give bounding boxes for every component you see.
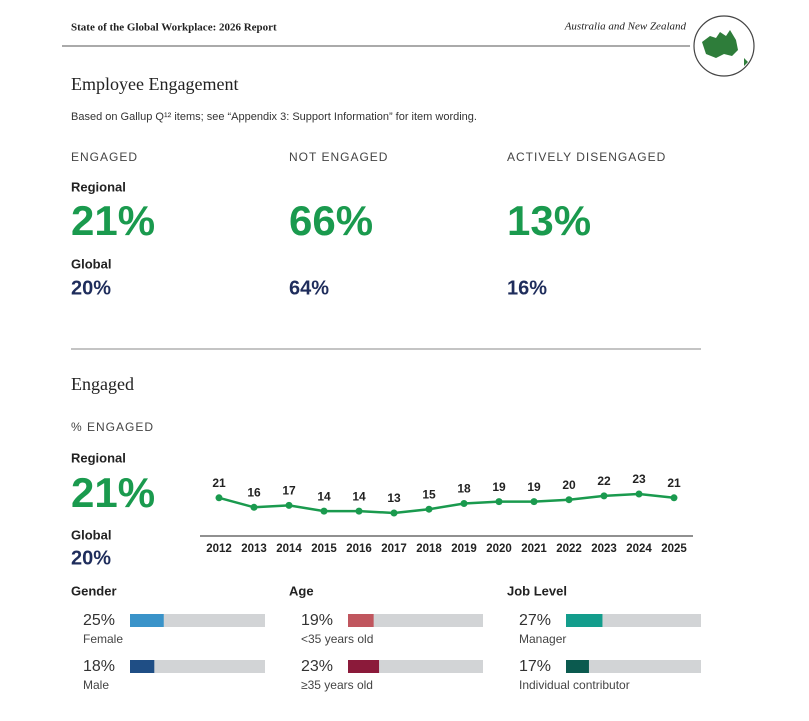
bar-track: [130, 660, 265, 673]
header-title: State of the Global Workplace: 2026 Repo…: [71, 22, 277, 34]
data-label: 18: [457, 482, 471, 496]
section-title: Engaged: [71, 374, 134, 394]
line: [218, 492, 675, 515]
item-value: 27%: [519, 612, 551, 629]
note: Based on Gallup Q¹² items; see “Appendix…: [71, 111, 477, 123]
point: [635, 490, 643, 498]
x-tick-label: 2023: [591, 543, 617, 555]
item-name: Male: [83, 678, 109, 692]
point: [215, 494, 223, 502]
bar: [348, 660, 380, 673]
regional-value: 21%: [71, 197, 155, 244]
regional-value: 66%: [289, 197, 373, 244]
data-label: 14: [317, 489, 331, 503]
point: [565, 496, 573, 504]
regional-value: 13%: [507, 197, 591, 244]
point: [425, 505, 433, 513]
breakdown-title: Job Level: [507, 583, 567, 598]
x-tick-label: 2013: [241, 543, 267, 555]
global-value: 64%: [289, 277, 329, 299]
bar: [130, 614, 164, 627]
x-tick-label: 2012: [206, 543, 232, 555]
bar: [566, 660, 589, 673]
x-tick-label: 2024: [626, 543, 652, 555]
header-region: Australia and New Zealand: [564, 21, 687, 33]
breakdown-title: Gender: [71, 583, 117, 598]
global-label: Global: [71, 256, 111, 271]
point: [460, 500, 468, 507]
column-label: ENGAGED: [71, 150, 138, 164]
item-name: ≥35 years old: [301, 678, 373, 692]
x-tick-label: 2019: [451, 543, 477, 555]
item-name: Female: [83, 632, 123, 646]
bar: [348, 614, 374, 627]
data-label: 17: [282, 484, 296, 498]
column-label: NOT ENGAGED: [289, 150, 388, 164]
data-label: 22: [597, 474, 611, 488]
point: [495, 498, 503, 506]
regional-value: 21%: [71, 469, 155, 516]
x-tick-label: 2017: [381, 543, 407, 555]
x-tick-label: 2025: [661, 543, 687, 555]
item-name: Manager: [519, 632, 566, 646]
global-label: Global: [71, 527, 111, 542]
data-label: 19: [492, 480, 506, 494]
x-tick-label: 2021: [521, 543, 547, 555]
x-tick-label: 2015: [311, 543, 337, 555]
data-label: 21: [667, 476, 681, 490]
point: [355, 507, 363, 515]
item-value: 19%: [301, 612, 333, 629]
global-value: 16%: [507, 277, 547, 299]
region-map-icon: [693, 15, 755, 77]
point: [390, 509, 398, 517]
breakdown-title: Age: [289, 583, 314, 598]
x-tick-label: 2014: [276, 543, 302, 555]
bar-track: [348, 614, 483, 627]
bar-track: [566, 660, 701, 673]
data-label: 14: [352, 489, 366, 503]
bar: [566, 614, 603, 627]
data-label: 15: [422, 487, 436, 501]
column-label: ACTIVELY DISENGAGED: [507, 150, 666, 164]
data-label: 16: [247, 485, 261, 499]
data-label: 13: [387, 491, 401, 505]
item-value: 23%: [301, 658, 333, 675]
data-label: 20: [562, 478, 576, 492]
point: [320, 507, 328, 515]
data-label: 19: [527, 480, 541, 494]
x-tick-label: 2018: [416, 543, 442, 555]
item-name: <35 years old: [301, 632, 373, 646]
x-tick-label: 2016: [346, 543, 372, 555]
item-value: 25%: [83, 612, 115, 629]
point: [530, 498, 538, 506]
x-tick-label: 2022: [556, 543, 582, 555]
point: [670, 494, 678, 502]
regional-label: Regional: [71, 450, 126, 465]
regional-label: Regional: [71, 179, 126, 194]
x-tick-label: 2020: [486, 543, 512, 555]
subtitle: % ENGAGED: [71, 420, 154, 434]
item-name: Individual contributor: [519, 678, 630, 692]
item-value: 18%: [83, 658, 115, 675]
item-value: 17%: [519, 658, 551, 675]
global-value: 20%: [71, 277, 111, 299]
data-label: 23: [632, 472, 646, 486]
point: [285, 501, 293, 509]
point: [250, 503, 258, 511]
point: [600, 492, 608, 500]
section-title: Employee Engagement: [71, 74, 238, 94]
data-label: 21: [212, 476, 226, 490]
bar: [130, 660, 155, 673]
bar-track: [348, 660, 483, 673]
global-value: 20%: [71, 547, 111, 569]
